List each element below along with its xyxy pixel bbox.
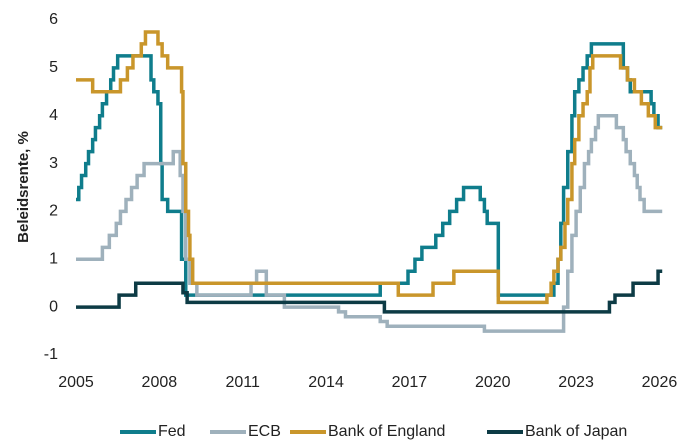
y-tick-label: 3 bbox=[49, 155, 58, 172]
x-tick-label: 2023 bbox=[558, 374, 594, 391]
x-tick-label: 2020 bbox=[475, 374, 511, 391]
legend-label: Bank of Japan bbox=[525, 423, 627, 440]
x-tick-label: 2011 bbox=[225, 374, 260, 391]
legend-label: Fed bbox=[158, 423, 186, 440]
y-tick-label: -1 bbox=[44, 346, 58, 363]
x-tick-label: 2017 bbox=[392, 374, 428, 391]
x-tick-label: 2026 bbox=[642, 374, 678, 391]
y-tick-label: 1 bbox=[49, 251, 58, 268]
x-tick-label: 2008 bbox=[142, 374, 178, 391]
y-tick-label: 4 bbox=[49, 107, 58, 124]
y-tick-label: 5 bbox=[49, 59, 58, 76]
x-tick-label: 2005 bbox=[58, 374, 94, 391]
series-line bbox=[76, 42, 663, 297]
y-axis-label: Beleidsrente, % bbox=[15, 131, 32, 243]
series-line bbox=[76, 269, 663, 314]
y-tick-label: 6 bbox=[49, 11, 58, 28]
series-line bbox=[76, 113, 663, 333]
legend-label: ECB bbox=[248, 423, 281, 440]
series-line bbox=[76, 30, 663, 305]
y-tick-label: 2 bbox=[49, 203, 58, 220]
x-tick-label: 2014 bbox=[308, 374, 344, 391]
y-tick-label: 0 bbox=[49, 298, 58, 315]
legend-label: Bank of England bbox=[328, 423, 445, 440]
